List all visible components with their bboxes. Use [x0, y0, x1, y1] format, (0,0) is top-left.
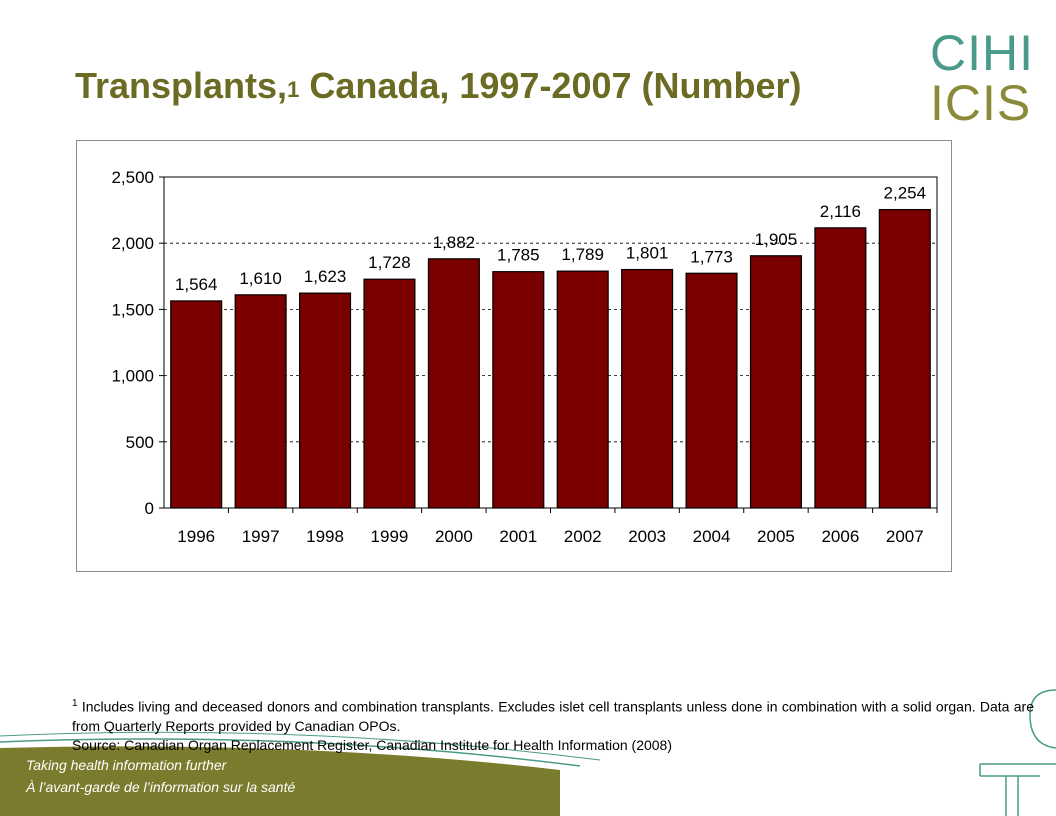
page-title: Transplants,1 Canada, 1997-2007 (Number) — [75, 65, 802, 106]
data-label: 1,785 — [497, 246, 540, 265]
bar-chart: 0 500 1,000 1,500 2,000 2,500 1,564 1996 1,610 19… — [111, 168, 938, 546]
data-label: 1,801 — [626, 244, 669, 263]
data-label: 2,254 — [884, 184, 927, 203]
data-label: 1,610 — [239, 269, 282, 288]
x-tick-label: 1997 — [242, 527, 280, 546]
cihi-logo: CIHI ICIS — [930, 25, 1034, 131]
data-label: 1,623 — [304, 267, 347, 286]
y-tick-label: 2,500 — [111, 168, 154, 187]
x-tick-label: 2004 — [693, 527, 731, 546]
data-label: 1,905 — [755, 230, 798, 249]
data-label: 1,773 — [690, 247, 733, 266]
y-tick-label: 0 — [145, 499, 154, 518]
bar — [427, 258, 480, 509]
bar — [234, 294, 287, 509]
bar — [556, 270, 609, 509]
x-tick-label: 1999 — [371, 527, 409, 546]
x-tick-label: 2005 — [757, 527, 795, 546]
tagline-french: À l’avant-garde de l’information sur la … — [26, 779, 296, 795]
chart-container: 0 500 1,000 1,500 2,000 2,500 1,564 1996 1,610 19… — [76, 140, 952, 572]
bar — [814, 227, 867, 509]
bar — [492, 271, 545, 509]
bar — [878, 208, 931, 509]
x-tick-label: 1996 — [177, 527, 215, 546]
x-tick-label: 2007 — [886, 527, 924, 546]
y-tick-label: 1,000 — [111, 367, 154, 386]
y-tick-label: 1,500 — [111, 300, 154, 319]
y-tick-label: 500 — [126, 433, 154, 452]
x-tick-label: 2003 — [628, 527, 666, 546]
bar — [170, 300, 223, 509]
data-label: 1,789 — [561, 245, 604, 264]
y-tick-label: 2,000 — [111, 234, 154, 253]
bar — [363, 278, 416, 509]
bar — [621, 268, 674, 509]
x-tick-label: 2000 — [435, 527, 473, 546]
data-label: 1,564 — [175, 275, 218, 294]
x-tick-label: 1998 — [306, 527, 344, 546]
tagline-english: Taking health information further — [26, 757, 227, 773]
source-note: Source: Canadian Organ Replacement Regis… — [72, 737, 673, 753]
x-tick-label: 2001 — [499, 527, 537, 546]
logo-line1: CIHI — [930, 25, 1034, 81]
x-tick-label: 2006 — [821, 527, 859, 546]
footnote: 1 Includes living and deceased donors an… — [72, 698, 1034, 734]
x-tick-label: 2002 — [564, 527, 602, 546]
bar — [685, 272, 738, 509]
bar — [298, 292, 352, 509]
data-label: 1,882 — [433, 233, 476, 252]
data-label: 1,728 — [368, 253, 411, 272]
data-label: 2,116 — [820, 202, 861, 221]
logo-line2: ICIS — [930, 75, 1032, 131]
bar — [749, 255, 803, 509]
